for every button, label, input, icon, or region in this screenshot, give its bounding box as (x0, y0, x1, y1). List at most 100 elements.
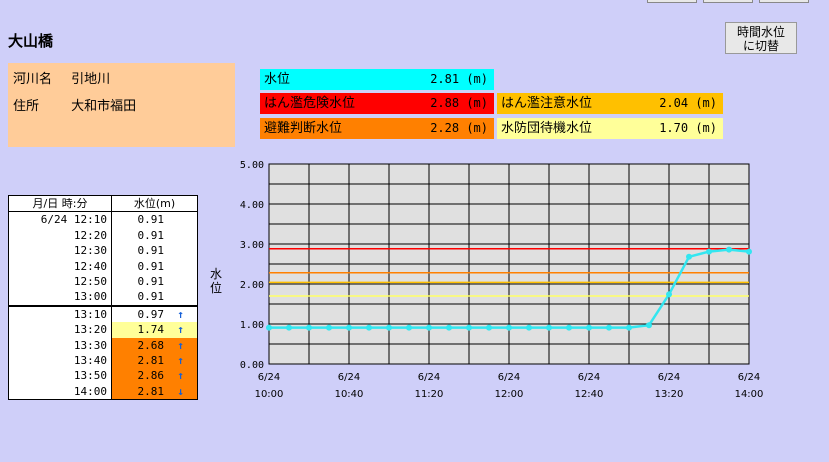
water-level-table: 月/日 時:分 水位(m) 6/24 12:10 0.91 12:20 0.91 12:… (8, 195, 198, 401)
up-arrow-icon (164, 274, 197, 289)
data-point (586, 324, 592, 331)
level-danger: はん濫危険水位 2.88 (m) (260, 93, 494, 114)
data-point (666, 291, 672, 298)
row-level-cell: 0.91 (112, 243, 197, 259)
y-tick-label: 1.00 (240, 320, 264, 331)
header-time: 月/日 時:分 (9, 196, 112, 212)
level-caution: はん濫注意水位 2.04 (m) (497, 93, 723, 114)
data-point (606, 324, 612, 331)
x-tick-date: 6/24 (418, 372, 440, 383)
level-current-label: 水位 (264, 72, 291, 87)
table-row: 13:30 2.68 ↑ (9, 337, 197, 353)
row-time: 13:40 (9, 352, 112, 369)
up-arrow-icon: ↑ (177, 338, 184, 352)
y-tick-label: 5.00 (240, 160, 264, 171)
table-row: 13:50 2.86 ↑ (9, 368, 197, 384)
x-tick-date: 6/24 (578, 372, 600, 383)
x-tick-time: 13:20 (655, 389, 684, 400)
address-label: 住所 (13, 99, 40, 114)
data-point (266, 324, 272, 331)
top-button-3[interactable] (759, 0, 809, 3)
up-arrow-icon: ↑ (177, 323, 184, 337)
river-value: 引地川 (71, 72, 111, 87)
row-time: 13:50 (9, 368, 112, 384)
switch-button-line1: 時間水位 (736, 25, 785, 39)
row-level-cell: 2.81 ↓ (112, 383, 197, 400)
table-row: 12:50 0.91 (9, 273, 197, 290)
table-row: 12:40 0.91 (9, 258, 197, 274)
row-level: 0.91 (137, 259, 165, 273)
row-level-cell: 0.97 ↑ (112, 306, 197, 323)
data-point (306, 324, 312, 331)
level-standby-value: 1.70 (m) (659, 121, 717, 135)
x-tick-date: 6/24 (258, 372, 280, 383)
station-title: 大山橋 (8, 32, 54, 50)
station-info-panel: 河川名 引地川 住所 大和市福田 (8, 63, 235, 147)
data-point (326, 324, 332, 331)
up-arrow-icon: ↑ (177, 353, 184, 367)
table-row: 13:40 2.81 ↑ (9, 352, 197, 369)
row-time: 12:50 (9, 273, 112, 290)
up-arrow-icon (164, 212, 197, 227)
level-danger-value: 2.88 (m) (430, 96, 488, 110)
data-point (506, 324, 512, 331)
row-level-cell: 1.74 ↑ (112, 322, 197, 338)
row-level-cell: 2.68 ↑ (112, 337, 197, 353)
top-button-2[interactable] (703, 0, 753, 3)
level-standby: 水防団待機水位 1.70 (m) (497, 118, 723, 139)
down-arrow-icon: ↓ (177, 384, 184, 398)
row-level: 0.91 (137, 213, 165, 227)
row-level: 2.68 (137, 338, 165, 352)
table-row: 13:00 0.91 (9, 289, 197, 305)
y-tick-label: 2.00 (240, 280, 264, 291)
y-axis-label: 位 (210, 280, 222, 295)
x-tick-time: 10:00 (255, 389, 284, 400)
data-point (646, 322, 652, 329)
level-evacuation-label: 避難判断水位 (264, 121, 343, 136)
y-tick-label: 0.00 (240, 360, 264, 371)
row-level: 0.97 (137, 307, 165, 321)
y-axis-label: 水 (210, 267, 222, 281)
x-tick-date: 6/24 (658, 372, 680, 383)
level-standby-label: 水防団待機水位 (501, 121, 593, 136)
data-point (446, 324, 452, 331)
data-point (626, 324, 632, 331)
level-evacuation-value: 2.28 (m) (430, 121, 488, 135)
up-arrow-icon (164, 289, 197, 304)
x-tick-time: 11:20 (415, 389, 444, 400)
data-point (686, 253, 692, 260)
water-level-chart: 0.00 1.00 2.00 3.00 4.00 5.00 6/24 10:00 6/24 10:… (210, 160, 764, 400)
y-tick-label: 4.00 (240, 200, 264, 211)
river-row: 河川名 引地川 (13, 68, 110, 87)
up-arrow-icon (164, 228, 197, 243)
level-danger-label: はん濫危険水位 (264, 96, 356, 111)
data-point (386, 324, 392, 331)
river-label: 河川名 (13, 72, 53, 87)
data-point (746, 248, 752, 255)
row-time: 12:40 (9, 258, 112, 274)
row-level: 0.91 (137, 228, 165, 242)
x-tick-time: 14:00 (735, 389, 764, 400)
row-time: 13:10 (9, 306, 112, 323)
table-row: 12:20 0.91 (9, 227, 197, 244)
table-header: 月/日 時:分 水位(m) (9, 196, 197, 213)
x-tick-date: 6/24 (498, 372, 520, 383)
header-level: 水位(m) (133, 197, 176, 210)
table-body: 6/24 12:10 0.91 12:20 0.91 12:30 0.91 12:40 0.9… (9, 212, 197, 400)
row-time: 6/24 12:10 (9, 212, 112, 228)
row-level-cell: 0.91 (112, 227, 197, 244)
up-arrow-icon (164, 243, 197, 258)
row-time: 12:30 (9, 243, 112, 259)
address-value: 大和市福田 (71, 99, 137, 114)
switch-button-line2: に切替 (742, 39, 779, 53)
row-level: 2.81 (137, 384, 165, 398)
row-level-cell: 0.91 (112, 212, 197, 228)
data-point (466, 324, 472, 331)
row-level: 1.74 (137, 323, 165, 337)
data-point (566, 324, 572, 331)
x-tick-date: 6/24 (738, 372, 760, 383)
row-level-cell: 0.91 (112, 258, 197, 274)
row-time: 13:30 (9, 337, 112, 353)
top-button-1[interactable] (647, 0, 697, 3)
switch-hourly-button[interactable]: 時間水位 に切替 (725, 22, 797, 54)
